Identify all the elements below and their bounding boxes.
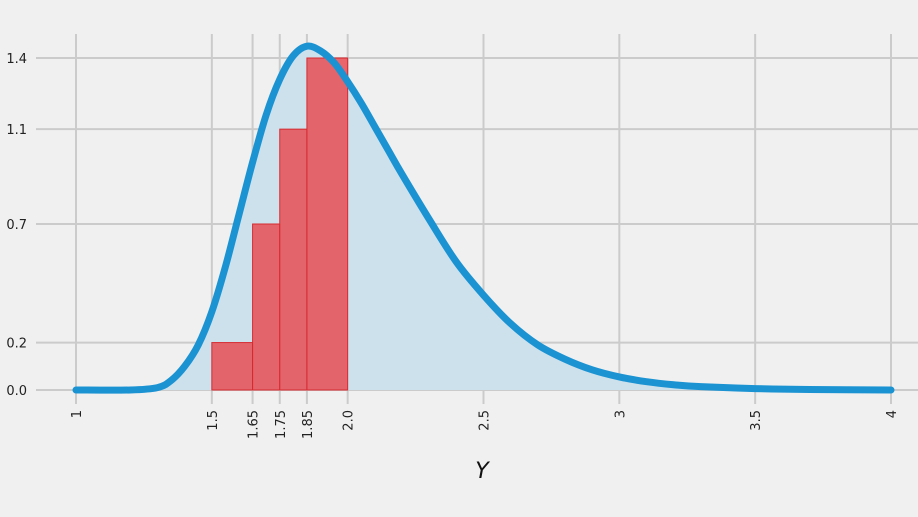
histogram-bar [252, 223, 281, 391]
x-tick-label: 3 [613, 410, 628, 418]
x-tick-label: 2.5 [478, 410, 493, 431]
x-tick-label: 1 [70, 410, 85, 418]
histogram-bar [279, 128, 308, 391]
y-tick-label: 0.2 [6, 337, 27, 352]
y-tick-label: 1.1 [6, 123, 27, 138]
density-curve [72, 42, 895, 394]
x-tick-label: 4 [885, 410, 900, 418]
y-tick-labels: 0.0 0.2 0.7 1.1 1.4 [6, 52, 27, 399]
y-tick-label: 1.4 [6, 52, 27, 67]
x-tick-label: 3.5 [749, 410, 764, 431]
histogram-bar [211, 342, 254, 391]
x-tick-label: 1.75 [274, 410, 289, 439]
x-tick-labels: 1 1.5 1.65 1.75 1.85 2.0 2.5 3 3.5 4 [70, 410, 900, 439]
x-tick-label: 1.85 [301, 410, 316, 439]
x-tick-label: 1.5 [206, 410, 221, 431]
y-tick-label: 0.7 [6, 218, 27, 233]
x-tick-label: 1.65 [247, 410, 262, 439]
histogram-bar [306, 57, 349, 391]
histogram-bars [211, 57, 349, 391]
y-tick-label: 0.0 [6, 384, 27, 399]
x-tick-label: 2.0 [342, 410, 357, 431]
x-axis-label: Y [475, 459, 490, 484]
